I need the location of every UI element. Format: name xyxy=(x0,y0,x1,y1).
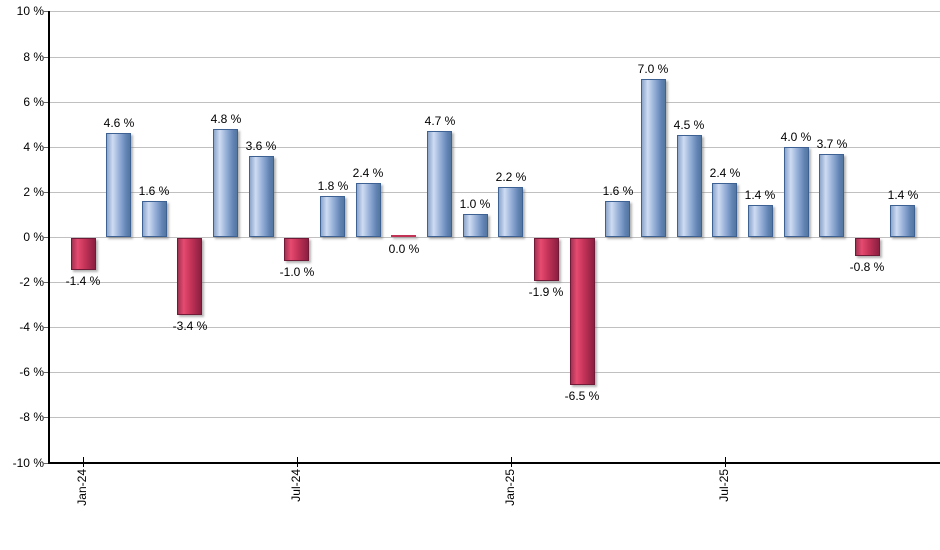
bar-value-label: 1.4 % xyxy=(887,188,919,202)
bar-Jan-25 xyxy=(498,187,523,237)
y-tick-label: -8 % xyxy=(19,410,44,424)
bar-Apr-24 xyxy=(177,238,202,315)
y-tick xyxy=(43,417,48,418)
bar-value-label: 1.0 % xyxy=(459,197,491,211)
bar-value-label: 3.7 % xyxy=(816,137,848,151)
gridline xyxy=(49,11,940,12)
bar-value-label: 4.7 % xyxy=(424,114,456,128)
y-tick-label: -4 % xyxy=(19,320,44,334)
bar-value-label: 1.6 % xyxy=(138,184,170,198)
bar-Nov-25 xyxy=(855,238,880,256)
gridline xyxy=(49,372,940,373)
y-tick-label: 6 % xyxy=(23,95,44,109)
bar-value-label: 2.4 % xyxy=(709,166,741,180)
bar-Jun-24 xyxy=(249,156,274,237)
bar-value-label: -6.5 % xyxy=(564,389,600,403)
y-tick xyxy=(43,102,48,103)
y-tick xyxy=(43,57,48,58)
bar-Jul-25 xyxy=(712,183,737,237)
bar-Sep-24 xyxy=(356,183,381,237)
y-tick-label: -10 % xyxy=(12,456,44,470)
bar-Feb-24 xyxy=(106,133,131,237)
bar-Aug-25 xyxy=(748,205,773,237)
x-tick xyxy=(297,457,298,467)
bar-value-label: -3.4 % xyxy=(172,319,208,333)
bar-value-label: 2.4 % xyxy=(352,166,384,180)
gridline xyxy=(49,417,940,418)
bar-value-label: -1.4 % xyxy=(65,274,101,288)
bar-Mar-24 xyxy=(142,201,167,237)
bar-May-24 xyxy=(213,129,238,237)
bar-Oct-24 xyxy=(391,235,416,237)
bar-value-label: 3.6 % xyxy=(245,139,277,153)
y-tick xyxy=(43,11,48,12)
y-tick xyxy=(43,327,48,328)
x-tick-label: Jan-25 xyxy=(503,469,517,506)
bar-Dec-24 xyxy=(463,214,488,237)
gridline xyxy=(49,237,940,238)
y-tick-label: 4 % xyxy=(23,140,44,154)
bar-value-label: 0.0 % xyxy=(388,242,420,256)
bar-value-label: 4.5 % xyxy=(673,118,705,132)
bar-Apr-25 xyxy=(605,201,630,237)
bar-value-label: -1.0 % xyxy=(279,265,315,279)
bar-value-label: -1.9 % xyxy=(528,285,564,299)
y-tick-label: 10 % xyxy=(16,4,44,18)
bar-Jun-25 xyxy=(677,135,702,237)
y-tick-label: -2 % xyxy=(19,275,44,289)
y-tick xyxy=(43,147,48,148)
x-tick xyxy=(83,457,84,467)
x-tick-label: Jul-25 xyxy=(717,469,731,502)
bar-Jul-24 xyxy=(284,238,309,261)
y-tick xyxy=(43,372,48,373)
y-tick xyxy=(43,463,48,464)
bar-value-label: 2.2 % xyxy=(495,170,527,184)
bar-Jan-24 xyxy=(71,238,96,270)
bar-Sep-25 xyxy=(784,147,809,237)
bar-Dec-25 xyxy=(890,205,915,237)
bar-Mar-25 xyxy=(570,238,595,385)
y-tick-label: 8 % xyxy=(23,50,44,64)
bar-value-label: 4.8 % xyxy=(210,112,242,126)
bar-Oct-25 xyxy=(819,154,844,237)
bar-value-label: 7.0 % xyxy=(637,62,669,76)
bar-May-25 xyxy=(641,79,666,237)
y-tick-label: -6 % xyxy=(19,365,44,379)
x-tick xyxy=(725,457,726,467)
y-tick xyxy=(43,237,48,238)
bar-value-label: 1.4 % xyxy=(744,188,776,202)
bar-Aug-24 xyxy=(320,196,345,237)
y-tick-label: 2 % xyxy=(23,185,44,199)
x-tick-label: Jul-24 xyxy=(289,469,303,502)
y-tick-label: 0 % xyxy=(23,230,44,244)
x-axis-line xyxy=(48,462,940,464)
gridline xyxy=(49,327,940,328)
bar-value-label: 1.6 % xyxy=(602,184,634,198)
gridline xyxy=(49,57,940,58)
x-tick xyxy=(511,457,512,467)
y-axis-line xyxy=(48,11,50,464)
gridline xyxy=(49,102,940,103)
y-tick xyxy=(43,282,48,283)
bar-value-label: 1.8 % xyxy=(317,179,349,193)
bar-Nov-24 xyxy=(427,131,452,237)
bar-value-label: -0.8 % xyxy=(849,260,885,274)
y-tick xyxy=(43,192,48,193)
gridline xyxy=(49,282,940,283)
gridline xyxy=(49,192,940,193)
gridline xyxy=(49,147,940,148)
x-tick-label: Jan-24 xyxy=(75,469,89,506)
bar-value-label: 4.6 % xyxy=(103,116,135,130)
bar-value-label: 4.0 % xyxy=(780,130,812,144)
bar-Feb-25 xyxy=(534,238,559,281)
